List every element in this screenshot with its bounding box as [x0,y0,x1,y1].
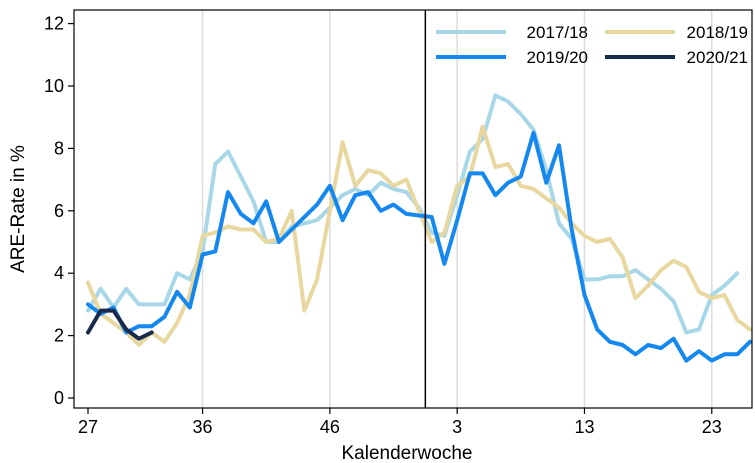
plot-frame [73,9,753,409]
y-axis-label: ARE-Rate in % [8,145,29,273]
grid-lines [201,10,713,408]
legend-label: 2019/20 [527,48,588,67]
legend-label: 2018/19 [687,23,748,42]
x-tick-label: 46 [320,417,340,437]
legend-label: 2017/18 [527,23,588,42]
legend-label: 2020/21 [687,48,748,67]
x-tick-label: 27 [78,417,98,437]
x-tick-label: 36 [193,417,213,437]
y-tick-label: 0 [54,388,64,408]
series-lines [86,93,752,363]
y-tick-label: 4 [54,263,64,283]
y-tick-label: 8 [54,138,64,158]
x-axis-label: Kalenderwoche [342,443,473,463]
series-line-2018-19 [86,124,752,347]
series-line-2019-20 [86,130,752,363]
y-tick-label: 2 [54,326,64,346]
y-tick-label: 10 [44,76,64,96]
x-tick-label: 3 [452,417,462,437]
y-tick-label: 12 [44,14,64,34]
series-line-2020-21 [86,308,154,341]
x-tick-label: 23 [702,417,722,437]
x-tick-label: 13 [574,417,594,437]
legend: 2017/18 2018/19 2019/20 2020/21 [436,23,748,67]
y-tick-label: 6 [54,201,64,221]
